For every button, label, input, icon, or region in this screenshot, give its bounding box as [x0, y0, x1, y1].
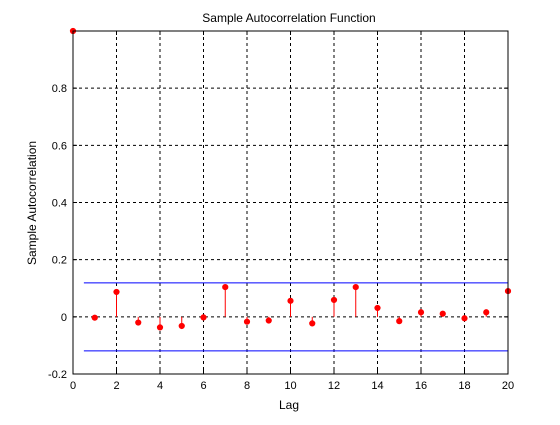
stem-marker — [483, 309, 490, 316]
stem-marker — [309, 320, 316, 327]
stem-marker — [287, 297, 294, 304]
x-tick-label: 8 — [244, 380, 250, 392]
stem-marker — [200, 314, 207, 321]
stem-marker — [156, 324, 164, 331]
stem-marker — [330, 296, 338, 304]
chart-title: Sample Autocorrelation Function — [202, 11, 375, 25]
stem-marker — [178, 322, 185, 330]
y-axis-label: Sample Autocorrelation — [25, 141, 39, 265]
x-tick-label: 6 — [200, 380, 206, 392]
x-tick-label: 2 — [113, 380, 119, 392]
stem-marker — [243, 318, 251, 325]
stem-marker — [113, 288, 120, 296]
stem-marker — [461, 315, 468, 322]
stem-marker — [352, 284, 359, 291]
x-tick-label: 4 — [157, 380, 163, 392]
stem-marker — [135, 319, 142, 326]
y-tick-label: -0.2 — [48, 369, 67, 381]
y-tick-label: 0 — [61, 312, 67, 324]
y-tick-label: 0.6 — [52, 140, 67, 152]
stem-marker — [439, 310, 446, 317]
x-tick-label: 10 — [284, 380, 296, 392]
x-tick-label: 12 — [328, 380, 340, 392]
stem-marker — [374, 304, 381, 312]
x-tick-label: 0 — [70, 380, 76, 392]
confidence-bounds — [83, 282, 508, 352]
stem-marker — [91, 314, 98, 321]
ticks: 0 2 4 6 8 10 12 14 16 18 20-0.200.20.40.60.8 — [48, 31, 514, 392]
stem-marker — [417, 309, 425, 316]
x-tick-label: 20 — [502, 380, 514, 392]
x-tick-label: 18 — [458, 380, 470, 392]
x-axis-label: Lag — [279, 398, 299, 412]
y-tick-label: 0.8 — [52, 83, 67, 95]
y-tick-label: 0.2 — [52, 255, 67, 267]
grid — [73, 31, 508, 374]
x-tick-label: 16 — [415, 380, 427, 392]
stem-marker — [396, 318, 403, 325]
y-tick-label: 0.4 — [52, 198, 67, 210]
stem-marker — [265, 317, 272, 324]
x-tick-label: 14 — [371, 380, 383, 392]
stem-marker — [222, 284, 229, 291]
